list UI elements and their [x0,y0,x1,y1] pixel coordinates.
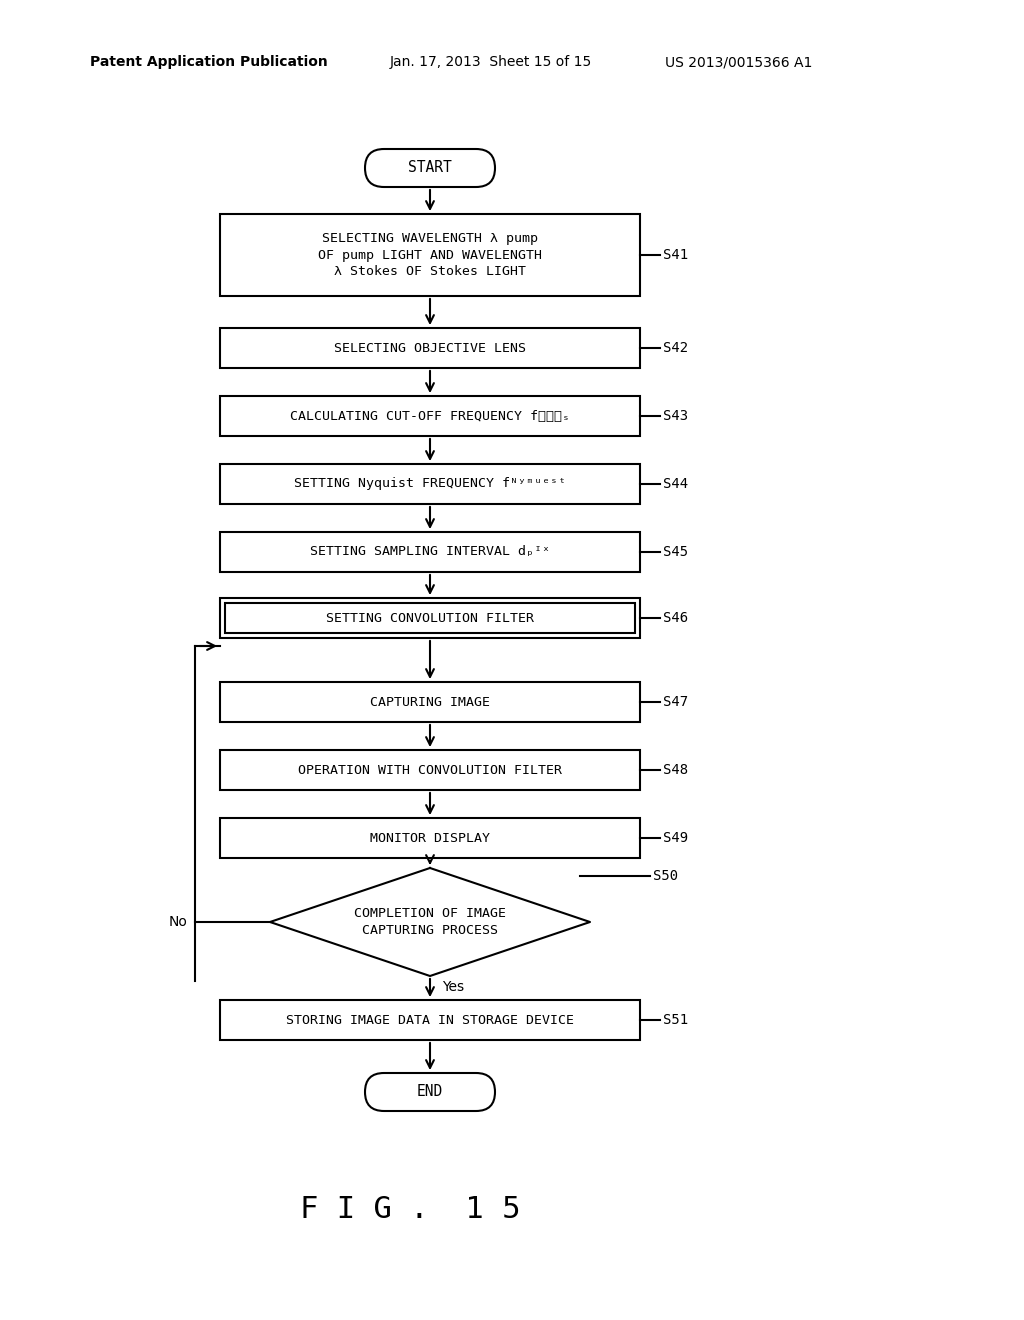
Polygon shape [270,869,590,975]
Text: Yes: Yes [442,979,464,994]
Bar [225,603,635,634]
Text: MONITOR DISPLAY: MONITOR DISPLAY [370,832,490,845]
Text: S43: S43 [663,409,688,422]
Text: S47: S47 [663,696,688,709]
Bar [220,327,640,368]
Text: F I G .  1 5: F I G . 1 5 [300,1196,520,1225]
Text: S49: S49 [663,832,688,845]
Bar [220,396,640,436]
Text: US 2013/0015366 A1: US 2013/0015366 A1 [665,55,812,69]
Text: S46: S46 [663,611,688,624]
Text: OPERATION WITH CONVOLUTION FILTER: OPERATION WITH CONVOLUTION FILTER [298,763,562,776]
Text: S48: S48 [663,763,688,777]
Bar [220,750,640,789]
Text: Patent Application Publication: Patent Application Publication [90,55,328,69]
FancyBboxPatch shape [365,1073,495,1111]
Text: S45: S45 [663,545,688,558]
Text: STORING IMAGE DATA IN STORAGE DEVICE: STORING IMAGE DATA IN STORAGE DEVICE [286,1014,574,1027]
Text: CALCULATING CUT-OFF FREQUENCY fᴄᴀᴃₛ: CALCULATING CUT-OFF FREQUENCY fᴄᴀᴃₛ [290,409,570,422]
Bar [220,818,640,858]
Bar [220,1001,640,1040]
Bar [220,598,640,638]
Text: S50: S50 [653,869,678,883]
Text: S41: S41 [663,248,688,261]
FancyBboxPatch shape [365,149,495,187]
Text: SETTING CONVOLUTION FILTER: SETTING CONVOLUTION FILTER [326,611,534,624]
Text: SELECTING WAVELENGTH λ pump
OF pump LIGHT AND WAVELENGTH
λ Stokes OF Stokes LIGH: SELECTING WAVELENGTH λ pump OF pump LIGH… [318,232,542,279]
Text: SETTING SAMPLING INTERVAL dₚᴵˣ: SETTING SAMPLING INTERVAL dₚᴵˣ [310,545,550,558]
Text: COMPLETION OF IMAGE
CAPTURING PROCESS: COMPLETION OF IMAGE CAPTURING PROCESS [354,907,506,937]
Text: START: START [409,161,452,176]
Text: S42: S42 [663,341,688,355]
Text: No: No [168,915,187,929]
Text: END: END [417,1085,443,1100]
Bar [220,465,640,504]
Text: CAPTURING IMAGE: CAPTURING IMAGE [370,696,490,709]
Text: SETTING CONVOLUTION FILTER: SETTING CONVOLUTION FILTER [326,611,534,624]
Bar [220,682,640,722]
Text: S51: S51 [663,1012,688,1027]
Text: Jan. 17, 2013  Sheet 15 of 15: Jan. 17, 2013 Sheet 15 of 15 [390,55,592,69]
Text: S44: S44 [663,477,688,491]
Bar [220,532,640,572]
Text: SELECTING OBJECTIVE LENS: SELECTING OBJECTIVE LENS [334,342,526,355]
Text: SETTING Nyquist FREQUENCY fᴺʸᵐᵘᵉˢᵗ: SETTING Nyquist FREQUENCY fᴺʸᵐᵘᵉˢᵗ [294,478,566,491]
Bar [220,214,640,296]
